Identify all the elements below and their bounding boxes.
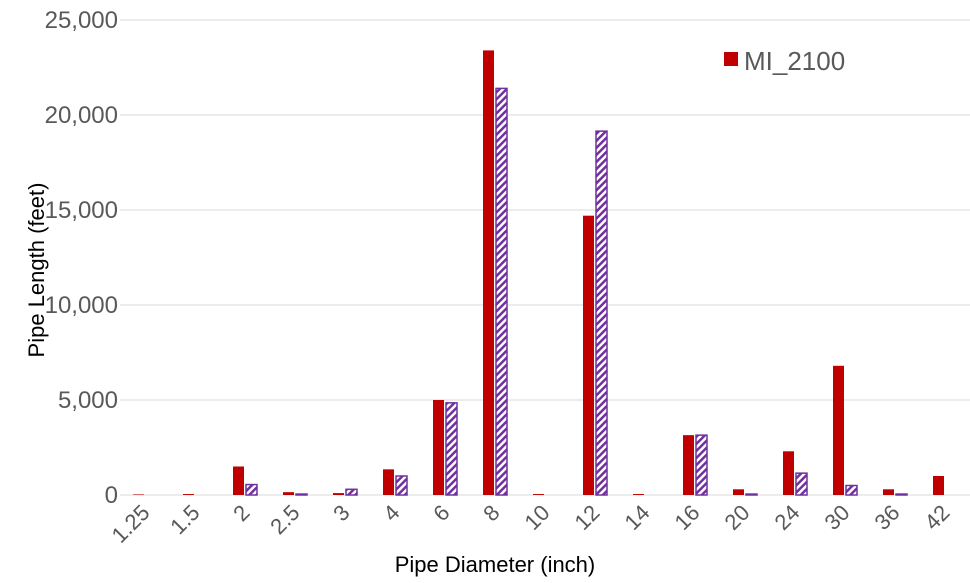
x-tick-label: 30 [820, 500, 855, 535]
bar-mi-2100-1.25 [133, 494, 144, 495]
x-tick-label: 3 [328, 500, 354, 526]
x-tick-label: 24 [770, 500, 805, 535]
bar-mi-2100-1.5 [183, 494, 194, 495]
x-tick-label: 36 [870, 500, 905, 535]
y-tick-label: 15,000 [45, 197, 118, 224]
y-tick-label: 25,000 [45, 7, 118, 34]
x-tick-label: 16 [670, 500, 705, 535]
x-tick-label: 12 [570, 500, 605, 535]
bar-series-2-2.5 [295, 493, 308, 496]
x-axis-ticks: 1.25 1.5 2 2.5 3 4 6 8 10 12 14 16 20 24 30 36 42 [107, 500, 955, 548]
y-tick-label: 0 [105, 482, 118, 509]
bar-mi-2100-12 [583, 215, 594, 495]
bar-mi-2100-2.5 [283, 492, 294, 495]
x-tick-label: 4 [378, 500, 404, 526]
y-tick-label: 5,000 [58, 387, 118, 414]
gridlines [120, 19, 970, 496]
bars [133, 50, 944, 496]
x-tick-label: 6 [428, 500, 454, 526]
bar-mi-2100-8 [483, 50, 494, 496]
x-tick-label: 2 [228, 500, 254, 526]
bar-series-2-36 [895, 493, 908, 496]
bar-series-2-30 [845, 484, 858, 496]
legend: MI_2100 [724, 46, 845, 76]
x-tick-label: 20 [720, 500, 755, 535]
bar-mi-2100-16 [683, 435, 694, 495]
y-axis-label: Pipe Length (feet) [24, 183, 49, 358]
x-tick-label: 1.5 [165, 500, 204, 539]
bar-series-2-2 [245, 483, 258, 496]
bar-mi-2100-10 [533, 494, 544, 495]
bar-mi-2100-24 [783, 451, 794, 495]
bar-series-2-3 [345, 488, 358, 496]
x-tick-label: 42 [920, 500, 955, 535]
bar-series-2-6 [445, 402, 458, 496]
bar-mi-2100-2 [233, 466, 244, 495]
x-tick-label: 10 [520, 500, 555, 535]
bar-mi-2100-14 [633, 494, 644, 495]
bar-series-2-8 [495, 87, 508, 496]
legend-swatch-mi-2100 [724, 52, 738, 66]
y-tick-label: 20,000 [45, 102, 118, 129]
bar-series-2-24 [795, 472, 808, 496]
bar-series-2-20 [745, 493, 758, 496]
x-tick-label: 14 [620, 500, 655, 535]
bar-mi-2100-20 [733, 489, 744, 495]
y-tick-label: 10,000 [45, 292, 118, 319]
bar-mi-2100-42 [933, 476, 944, 495]
x-tick-label: 2.5 [265, 500, 304, 539]
x-axis-label: Pipe Diameter (inch) [395, 552, 596, 577]
bar-mi-2100-3 [333, 493, 344, 495]
x-tick-label: 8 [478, 500, 504, 526]
bar-mi-2100-36 [883, 489, 894, 495]
legend-label-mi-2100: MI_2100 [744, 46, 845, 76]
bar-mi-2100-6 [433, 400, 444, 495]
y-axis-ticks: 0 5,000 10,000 15,000 20,000 25,000 [45, 7, 118, 509]
bar-mi-2100-4 [383, 469, 394, 495]
bar-series-2-12 [595, 130, 608, 496]
bar-series-2-4 [395, 475, 408, 496]
bar-series-2-16 [695, 434, 708, 496]
bar-mi-2100-30 [833, 365, 844, 495]
